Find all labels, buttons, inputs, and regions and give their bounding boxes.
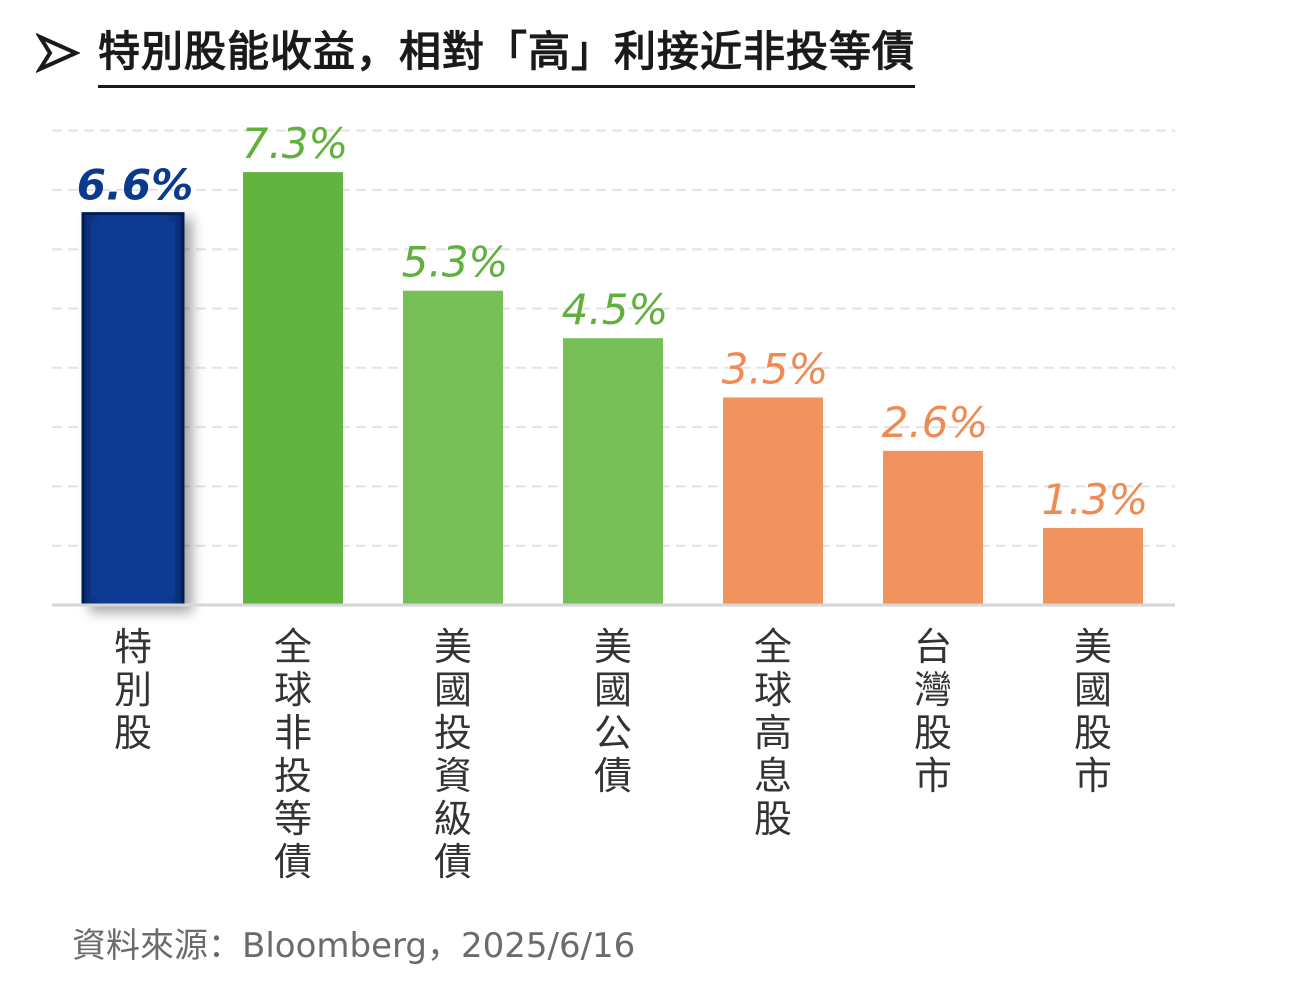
bar: [81, 212, 185, 607]
category-label: 全球高息股: [754, 625, 792, 841]
data-label: 6.6%: [77, 161, 193, 210]
bar: [1043, 527, 1143, 605]
category-label: 特別股: [114, 625, 152, 755]
data-label: 2.6%: [882, 398, 989, 447]
bar: [243, 172, 343, 606]
bar: [403, 290, 503, 605]
bars: [81, 172, 1143, 607]
category-label: 美國公債: [594, 625, 632, 798]
bar: [883, 450, 983, 605]
data-labels: 6.6% 7.3% 5.3% 4.5% 3.5% 2.6% 1.3%: [77, 119, 1149, 524]
title-row: 特別股能收益，相對「高」利接近非投等債: [36, 18, 916, 88]
source-note: 資料來源：Bloomberg，2025/6/16: [72, 926, 636, 966]
data-label: 5.3%: [402, 238, 509, 287]
bar: [563, 338, 663, 605]
category-labels: 特別股 全球非投等債 美國投資級債 美國公債 全球高息股 台灣股市 美國股市: [114, 625, 1112, 884]
arrowhead-bullet-icon: [36, 33, 80, 73]
category-label: 美國股市: [1074, 625, 1112, 798]
data-label: 4.5%: [562, 285, 669, 334]
category-label: 台灣股市: [914, 625, 952, 798]
category-label: 美國投資級債: [434, 625, 472, 884]
category-label: 全球非投等債: [274, 625, 312, 884]
page-title: 特別股能收益，相對「高」利接近非投等債: [98, 18, 916, 88]
data-label: 1.3%: [1042, 475, 1149, 524]
data-label: 7.3%: [242, 119, 349, 168]
bar: [723, 397, 823, 605]
data-label: 3.5%: [722, 344, 829, 393]
